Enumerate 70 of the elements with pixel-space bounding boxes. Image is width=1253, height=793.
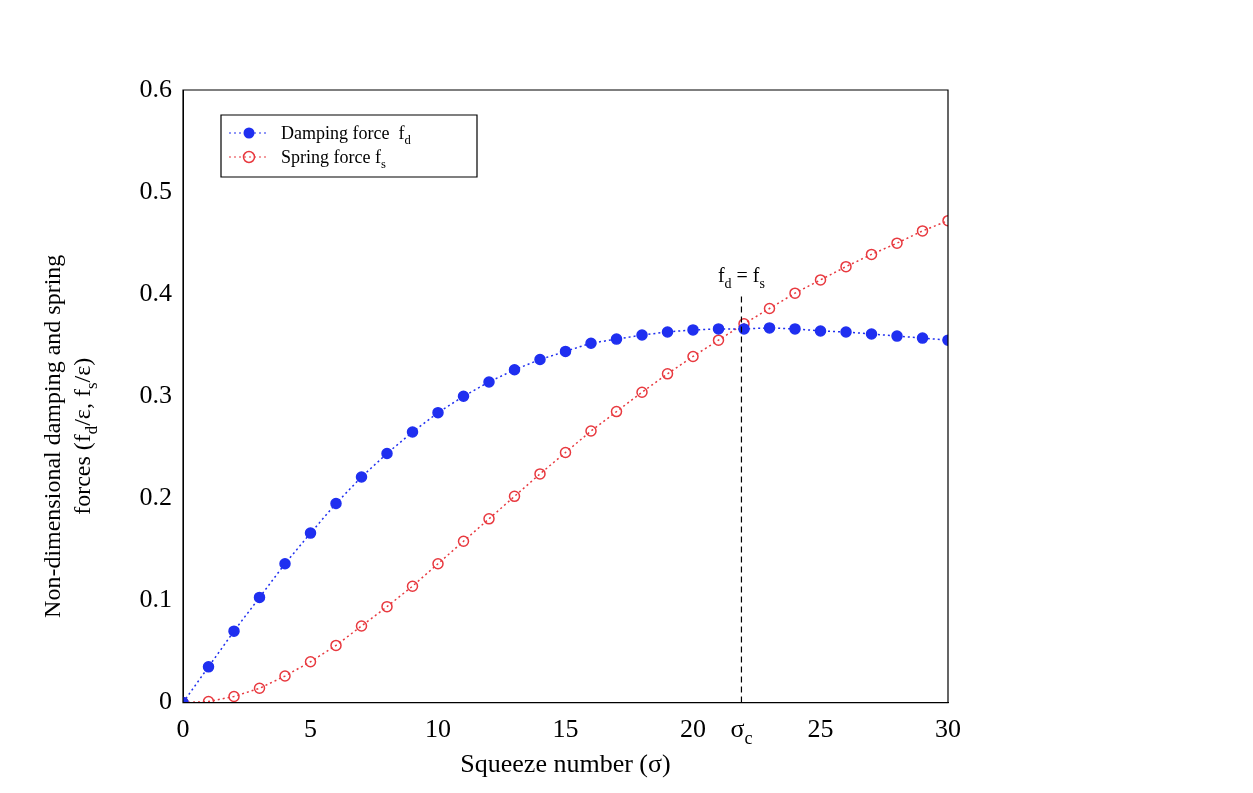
point bbox=[253, 682, 266, 695]
point bbox=[916, 332, 929, 344]
x-tick-label: 15 bbox=[552, 713, 579, 743]
point bbox=[432, 557, 444, 570]
point bbox=[814, 325, 827, 337]
y-tick-label: 0.4 bbox=[139, 278, 172, 308]
point bbox=[228, 690, 240, 703]
point bbox=[585, 425, 597, 437]
point bbox=[406, 580, 419, 592]
point bbox=[381, 600, 393, 613]
point bbox=[406, 426, 419, 438]
point bbox=[687, 324, 699, 336]
point bbox=[381, 447, 393, 460]
point bbox=[559, 345, 572, 358]
y-tick-label: 0.2 bbox=[139, 482, 172, 512]
point bbox=[355, 620, 368, 632]
point bbox=[534, 353, 546, 366]
point bbox=[202, 661, 215, 673]
y-tick-label: 0 bbox=[159, 686, 172, 716]
point bbox=[228, 625, 240, 637]
y-tick-label: 0.1 bbox=[139, 584, 172, 614]
point bbox=[891, 330, 903, 342]
x-tick-label: 30 bbox=[935, 713, 961, 743]
point bbox=[330, 497, 342, 510]
point bbox=[865, 328, 878, 340]
point bbox=[432, 406, 444, 419]
point bbox=[712, 323, 725, 335]
point bbox=[840, 326, 852, 338]
y-tick-label: 0.3 bbox=[139, 380, 172, 410]
x-tick-label: 10 bbox=[425, 713, 451, 743]
y-tick-label: 0.5 bbox=[139, 175, 172, 205]
x-tick-label: 20 bbox=[680, 713, 706, 743]
x-tick-label: 25 bbox=[807, 713, 834, 743]
point bbox=[636, 386, 648, 398]
point bbox=[610, 333, 623, 345]
point bbox=[304, 656, 317, 668]
point bbox=[610, 405, 623, 418]
point bbox=[457, 390, 470, 403]
point bbox=[457, 535, 470, 548]
point bbox=[585, 337, 597, 349]
x-axis-title: Squeeze number (σ) bbox=[460, 749, 671, 779]
y-tick-label: 0.6 bbox=[139, 73, 172, 103]
point bbox=[483, 513, 495, 525]
point bbox=[559, 446, 572, 459]
point bbox=[330, 639, 342, 652]
point bbox=[661, 368, 674, 380]
point bbox=[253, 591, 266, 604]
point bbox=[789, 323, 801, 335]
point bbox=[355, 471, 368, 483]
point bbox=[916, 225, 929, 237]
point bbox=[763, 302, 776, 315]
point bbox=[687, 350, 699, 363]
point bbox=[789, 287, 801, 299]
x-tick-label: 5 bbox=[304, 713, 317, 743]
point bbox=[304, 527, 317, 539]
point bbox=[279, 670, 291, 682]
point bbox=[865, 248, 878, 261]
point bbox=[508, 490, 521, 503]
point bbox=[763, 322, 776, 334]
point bbox=[661, 326, 674, 338]
point bbox=[636, 329, 648, 341]
point bbox=[534, 468, 546, 480]
point bbox=[891, 237, 903, 249]
point bbox=[508, 364, 521, 376]
point bbox=[712, 334, 725, 346]
point bbox=[279, 557, 291, 570]
point bbox=[483, 376, 495, 388]
point bbox=[814, 274, 827, 286]
point bbox=[840, 260, 852, 273]
point bbox=[738, 323, 750, 335]
